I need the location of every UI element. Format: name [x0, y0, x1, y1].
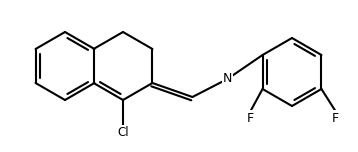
Text: N: N — [223, 73, 232, 85]
Text: F: F — [332, 112, 339, 124]
Text: Cl: Cl — [117, 126, 129, 140]
Text: F: F — [247, 112, 254, 124]
